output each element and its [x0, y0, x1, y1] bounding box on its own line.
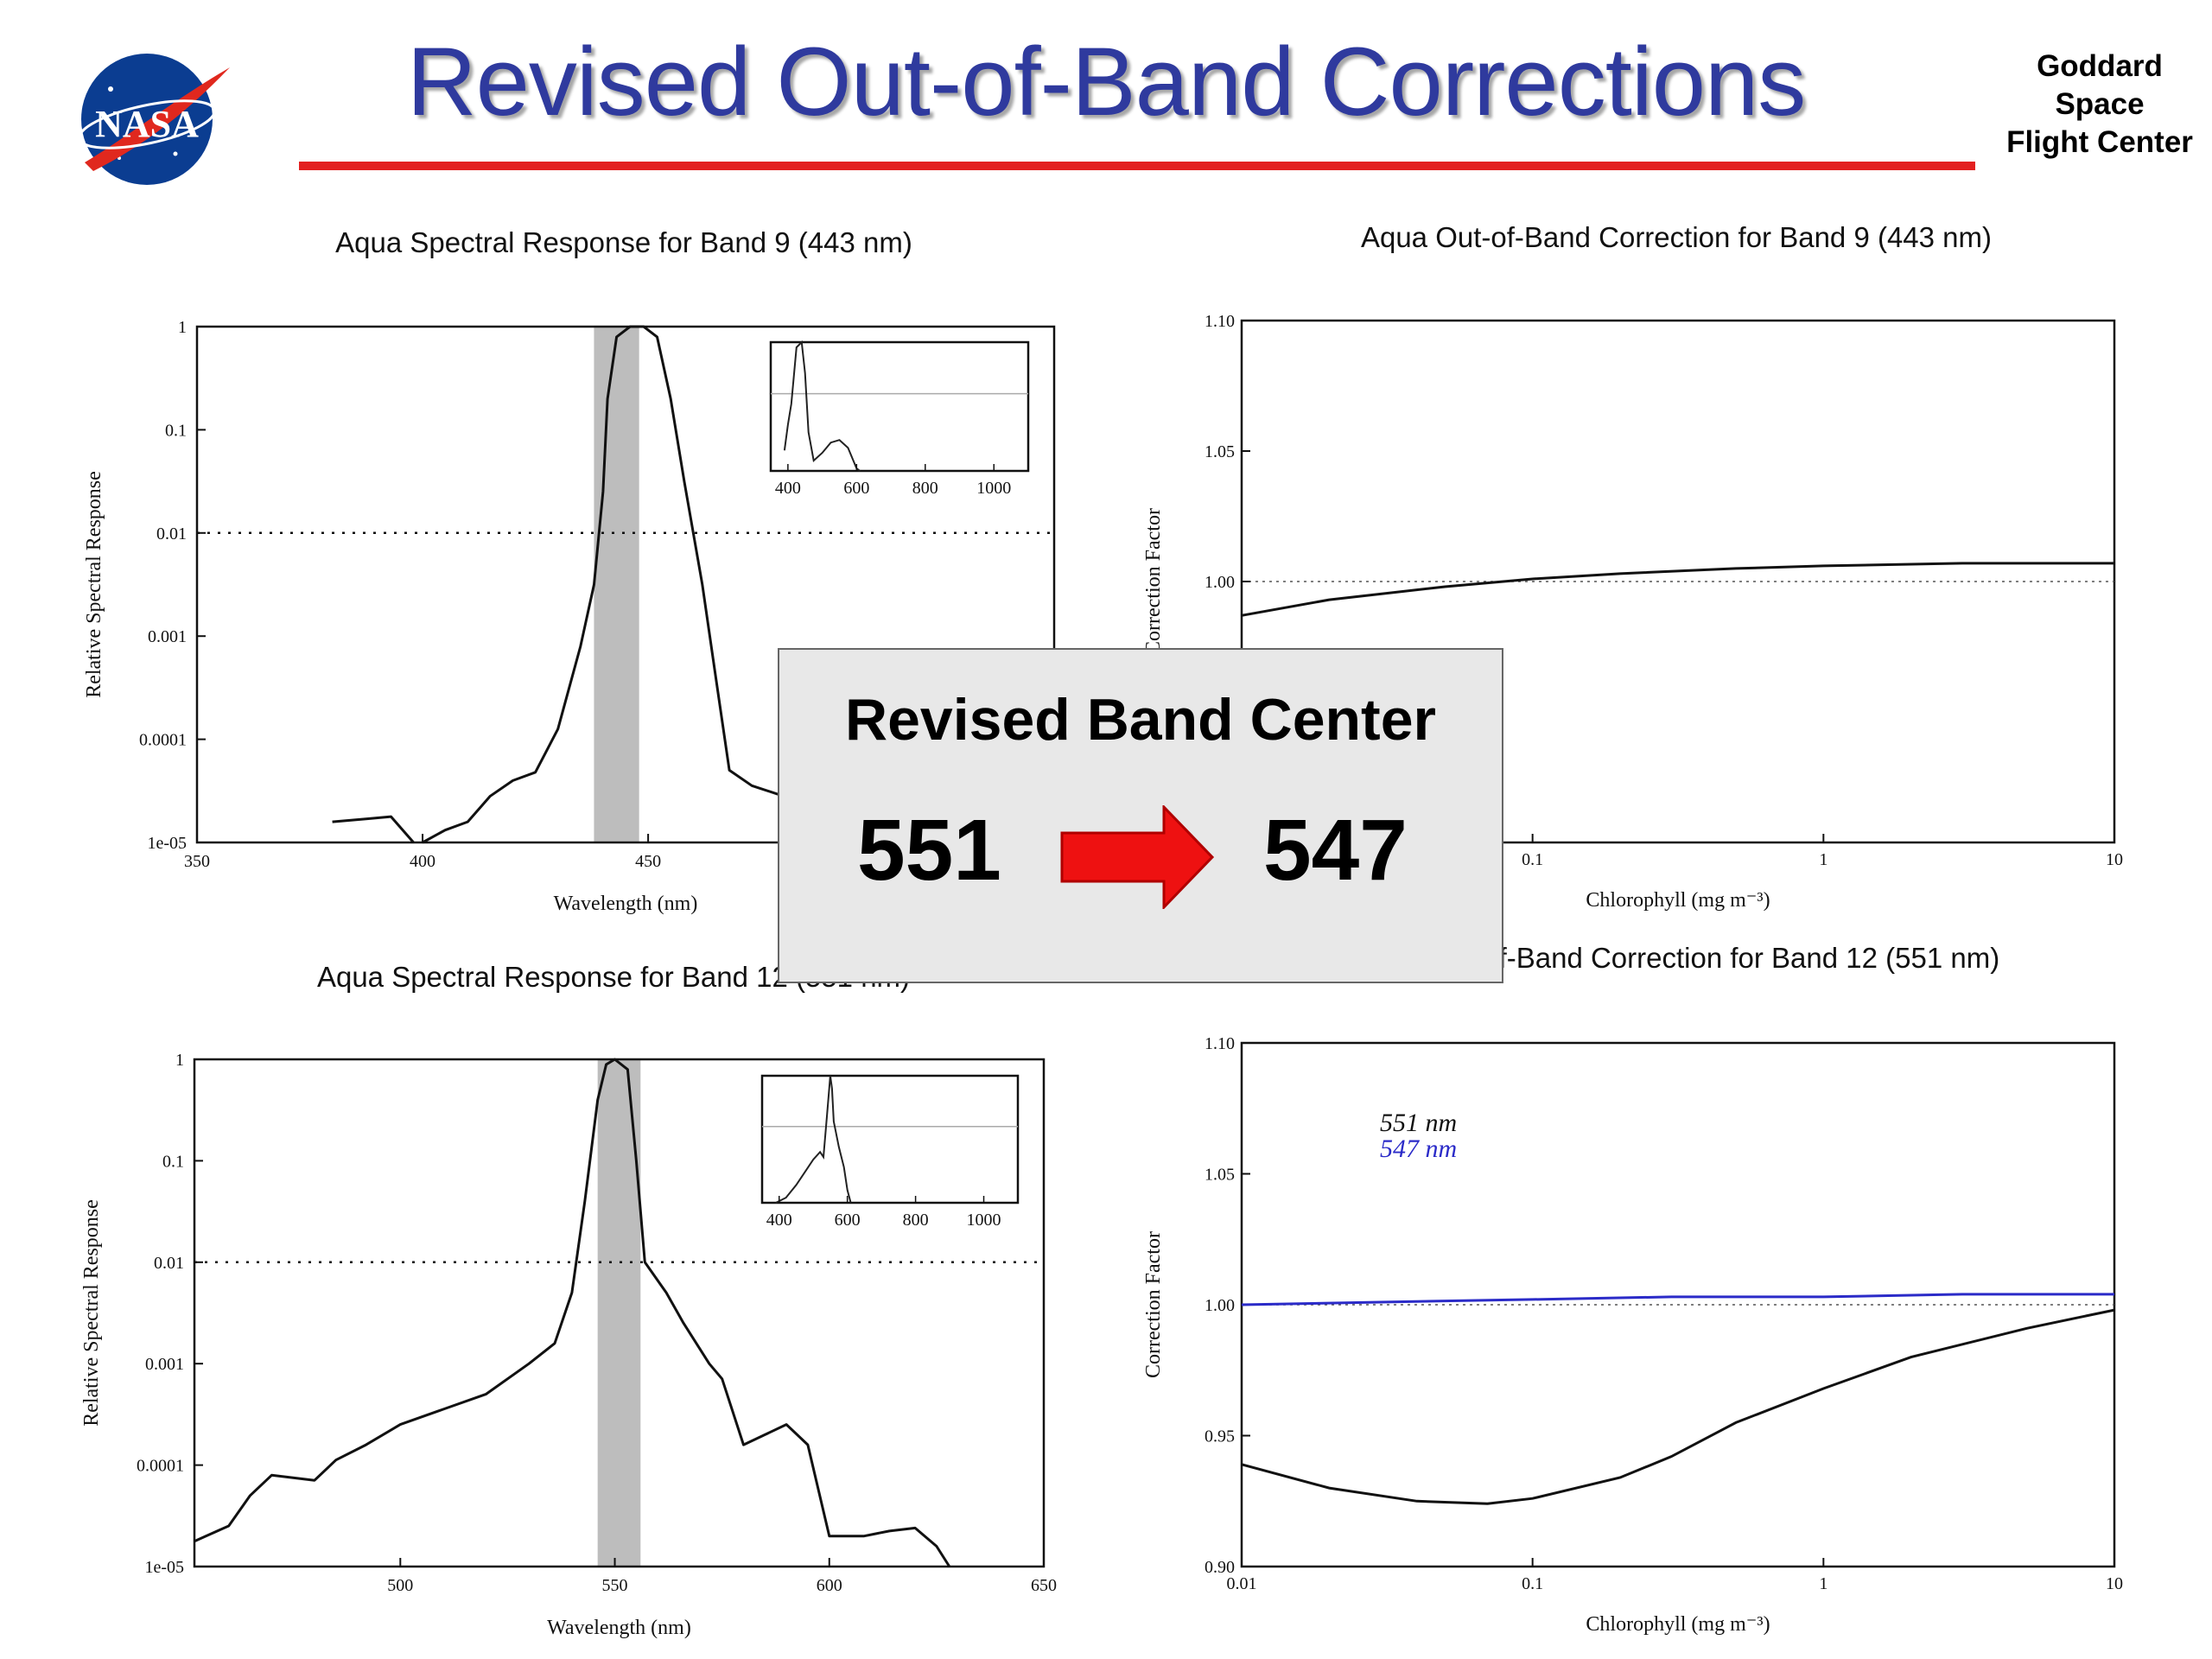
y-tick-label: 0.01	[154, 1254, 184, 1273]
x-tick-label: 10	[2106, 1574, 2123, 1593]
x-tick-label: 0.01	[1227, 1574, 1257, 1593]
y-tick-label: 0.0001	[139, 731, 187, 750]
x-axis-label: Wavelength (nm)	[554, 893, 698, 915]
response-curve	[332, 815, 415, 843]
band-center-callout: Revised Band Center 551 547	[778, 648, 1503, 983]
legend-entry: 551 nm	[1380, 1109, 1457, 1137]
y-tick-label: 1	[175, 1051, 184, 1070]
x-tick-label: 600	[817, 1576, 842, 1595]
inset-x-tick-label: 1000	[976, 479, 1011, 498]
x-axis-label: Chlorophyll (mg m⁻³)	[1586, 1613, 1770, 1636]
callout-title: Revised Band Center	[845, 687, 1436, 753]
nasa-logo-text: NASA	[95, 103, 199, 145]
inset-x-tick-label: 400	[775, 479, 801, 498]
y-tick-label: 1e-05	[147, 834, 187, 853]
y-tick-label: 1	[178, 318, 187, 337]
y-tick-label: 1.00	[1205, 1296, 1235, 1315]
title-underline	[299, 162, 1975, 170]
inset-x-tick-label: 800	[903, 1211, 929, 1230]
response-curve	[194, 1058, 951, 1567]
y-tick-label: 1.00	[1205, 573, 1235, 592]
x-tick-label: 650	[1031, 1576, 1057, 1595]
band-shade	[594, 327, 639, 842]
inset-x-tick-label: 600	[843, 479, 869, 498]
y-tick-label: 0.1	[165, 421, 187, 440]
org-line: Flight Center	[2006, 125, 2193, 159]
x-axis-label: Wavelength (nm)	[547, 1617, 691, 1639]
y-axis-label: Relative Spectral Response	[80, 1199, 103, 1427]
org-line: Space	[2055, 87, 2145, 121]
correction-curve	[1241, 1293, 2114, 1306]
nasa-logo-orbit	[78, 99, 216, 149]
slide-title: Revised Out-of-Band Corrections	[406, 28, 1807, 136]
y-tick-label: 0.01	[156, 524, 187, 543]
right-arrow-shape	[1060, 805, 1215, 909]
chart-title-srf9: Aqua Spectral Response for Band 9 (443 n…	[335, 226, 912, 258]
x-tick-label: 400	[410, 852, 435, 871]
y-tick-label: 1e-05	[144, 1558, 184, 1577]
x-axis-label: Chlorophyll (mg m⁻³)	[1586, 889, 1770, 912]
inset-x-tick-label: 600	[835, 1211, 861, 1230]
y-tick-label: 1.10	[1205, 312, 1235, 331]
inset-x-tick-label: 400	[766, 1211, 792, 1230]
x-tick-label: 550	[602, 1576, 628, 1595]
inset-frame	[760, 1074, 1020, 1205]
y-axis-label: Correction Factor	[1142, 1231, 1165, 1378]
x-tick-label: 0.1	[1522, 1574, 1543, 1593]
x-tick-label: 0.1	[1522, 850, 1543, 869]
legend-entry: 547 nm	[1380, 1135, 1457, 1163]
right-arrow-icon	[1060, 805, 1215, 909]
y-axis-label: Relative Spectral Response	[83, 471, 105, 698]
inset-x-tick-label: 800	[912, 479, 938, 498]
nasa-logo-chevron	[85, 67, 230, 171]
plot-frame	[193, 1058, 1046, 1568]
y-tick-label: 0.0001	[137, 1457, 184, 1476]
y-axis-label: Correction Factor	[1142, 508, 1165, 655]
x-tick-label: 350	[184, 852, 210, 871]
y-tick-label: 1.05	[1205, 442, 1235, 461]
inset-curve	[783, 340, 861, 472]
x-tick-label: 10	[2106, 850, 2123, 869]
x-tick-label: 500	[387, 1576, 413, 1595]
nasa-logo: NASA	[78, 54, 230, 185]
correction-curve	[1241, 1308, 2115, 1505]
chart-title-corr9: Aqua Out-of-Band Correction for Band 9 (…	[1360, 221, 1993, 253]
correction-curve	[1241, 562, 2114, 617]
y-tick-label: 0.001	[145, 1355, 184, 1374]
y-tick-label: 0.90	[1205, 1558, 1235, 1577]
x-tick-label: 450	[635, 852, 661, 871]
new-band-center: 547	[1263, 802, 1408, 899]
inset-curve	[775, 1075, 852, 1204]
inset-frame	[769, 340, 1030, 473]
y-tick-label: 1.05	[1205, 1166, 1235, 1185]
org-line: Goddard	[2037, 49, 2163, 83]
y-tick-label: 0.1	[162, 1152, 184, 1171]
y-tick-label: 1.10	[1205, 1034, 1235, 1053]
org-name: Goddard Space Flight Center	[1983, 48, 2212, 162]
inset-x-tick-label: 1000	[967, 1211, 1001, 1230]
y-tick-label: 0.001	[148, 627, 187, 646]
x-tick-label: 1	[1819, 1574, 1827, 1593]
old-band-center: 551	[857, 802, 1001, 899]
nasa-logo-star	[108, 86, 113, 92]
y-tick-label: 0.95	[1205, 1427, 1235, 1446]
nasa-logo-star	[173, 151, 178, 156]
plot-frame	[195, 325, 1056, 844]
x-tick-label: 1	[1819, 850, 1827, 869]
